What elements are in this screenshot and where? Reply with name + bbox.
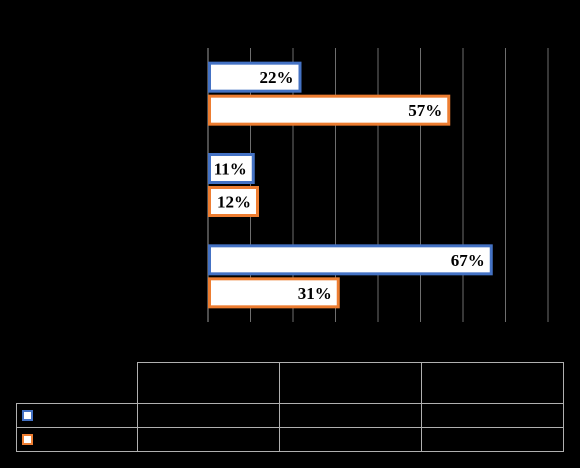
- data-label: 11%: [214, 160, 247, 179]
- chart-data-labels: 22% 57% 11% 12% 67% 31%: [214, 68, 485, 303]
- table-cell: [421, 427, 564, 452]
- legend-cell-series-1: [16, 403, 138, 428]
- bar-series-2-category-1: [208, 94, 451, 126]
- legend-cell-series-2: [16, 427, 138, 452]
- legend-swatch-blue: [22, 409, 33, 421]
- bar-series-1-category-1: [208, 61, 302, 93]
- table-column-header: [279, 362, 422, 404]
- table-cell: [137, 427, 280, 452]
- chart-bars: [208, 61, 493, 309]
- chart-gridlines: [207, 48, 549, 322]
- table-cell: [137, 403, 280, 428]
- chart-data-table: [16, 362, 564, 452]
- data-label: 57%: [408, 101, 442, 120]
- table-column-header: [421, 362, 564, 404]
- table-column-header: [137, 362, 280, 404]
- bar-series-1-category-3: [208, 244, 493, 276]
- bar-series-2-category-2: [208, 186, 259, 217]
- table-cell: [279, 427, 422, 452]
- table-header-row: [16, 362, 564, 404]
- legend-swatch-orange: [22, 433, 33, 445]
- bar-series-1-category-2: [208, 153, 255, 184]
- data-label: 67%: [451, 251, 485, 270]
- bar-chart: 22% 57% 11% 12% 67% 31%: [207, 48, 549, 322]
- data-label: 22%: [260, 68, 294, 87]
- table-cell: [279, 403, 422, 428]
- data-label: 31%: [298, 284, 332, 303]
- bar-series-2-category-3: [208, 277, 340, 309]
- table-cell: [421, 403, 564, 428]
- table-corner-cell: [16, 362, 138, 404]
- data-label: 12%: [217, 193, 251, 212]
- table-row: [16, 403, 564, 428]
- table-row: [16, 427, 564, 452]
